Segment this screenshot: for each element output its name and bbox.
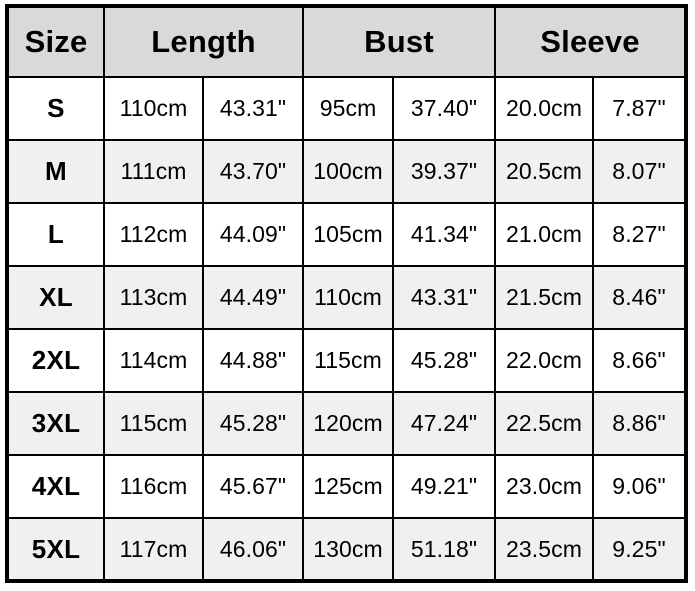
cell-bust-in: 37.40" [392,76,497,141]
cell-length-in: 46.06" [201,517,305,582]
cell-sleeve-cm: 23.0cm [494,454,595,519]
cell-length-in: 44.49" [201,265,305,330]
header-row: Size Length Bust Sleeve [6,5,688,78]
cell-bust-in: 39.37" [392,139,497,204]
cell-sleeve-in: 8.46" [592,265,688,330]
cell-length-cm: 115cm [103,391,204,456]
cell-length-cm: 112cm [103,202,204,267]
cell-length-cm: 111cm [103,139,204,204]
table-row: L 112cm 44.09" 105cm 41.34" 21.0cm 8.27" [6,202,688,267]
cell-sleeve-in: 9.25" [592,517,688,582]
header-length: Length [102,5,305,78]
cell-length-in: 43.70" [201,139,305,204]
cell-sleeve-cm: 22.5cm [494,391,595,456]
cell-bust-cm: 105cm [302,202,395,267]
cell-sleeve-in: 8.07" [592,139,688,204]
cell-sleeve-cm: 21.5cm [494,265,595,330]
cell-length-cm: 117cm [103,517,204,582]
cell-sleeve-cm: 22.0cm [494,328,595,393]
cell-bust-in: 41.34" [392,202,497,267]
table-row: 3XL 115cm 45.28" 120cm 47.24" 22.5cm 8.8… [6,391,688,456]
cell-sleeve-in: 8.27" [592,202,688,267]
header-size: Size [6,5,105,78]
header-sleeve: Sleeve [494,5,688,78]
cell-size: S [6,76,105,141]
cell-length-in: 44.09" [201,202,305,267]
cell-size: 5XL [6,517,105,582]
cell-bust-in: 47.24" [392,391,497,456]
cell-sleeve-in: 8.86" [592,391,688,456]
cell-bust-in: 45.28" [392,328,497,393]
cell-bust-cm: 95cm [302,76,395,141]
table-row: XL 113cm 44.49" 110cm 43.31" 21.5cm 8.46… [6,265,688,330]
table-body: S 110cm 43.31" 95cm 37.40" 20.0cm 7.87" … [6,76,688,582]
cell-size: 4XL [6,454,105,519]
cell-size: XL [6,265,105,330]
cell-length-in: 45.28" [201,391,305,456]
cell-length-cm: 110cm [103,76,204,141]
cell-bust-cm: 125cm [302,454,395,519]
cell-length-cm: 116cm [103,454,204,519]
cell-sleeve-cm: 20.5cm [494,139,595,204]
table-row: M 111cm 43.70" 100cm 39.37" 20.5cm 8.07" [6,139,688,204]
cell-length-in: 45.67" [201,454,305,519]
cell-sleeve-cm: 21.0cm [494,202,595,267]
header-bust: Bust [302,5,497,78]
cell-size: L [6,202,105,267]
table-row: 5XL 117cm 46.06" 130cm 51.18" 23.5cm 9.2… [6,517,688,582]
cell-size: 3XL [6,391,105,456]
cell-sleeve-cm: 23.5cm [494,517,595,582]
table-row: 2XL 114cm 44.88" 115cm 45.28" 22.0cm 8.6… [6,328,688,393]
cell-bust-in: 51.18" [392,517,497,582]
cell-sleeve-in: 8.66" [592,328,688,393]
cell-bust-in: 43.31" [392,265,497,330]
cell-sleeve-in: 9.06" [592,454,688,519]
cell-size: 2XL [6,328,105,393]
cell-sleeve-cm: 20.0cm [494,76,595,141]
cell-bust-cm: 130cm [302,517,395,582]
cell-length-cm: 114cm [103,328,204,393]
cell-length-in: 43.31" [201,76,305,141]
cell-length-cm: 113cm [103,265,204,330]
cell-bust-cm: 120cm [302,391,395,456]
table-header: Size Length Bust Sleeve [6,5,688,78]
table-row: S 110cm 43.31" 95cm 37.40" 20.0cm 7.87" [6,76,688,141]
cell-bust-in: 49.21" [392,454,497,519]
size-chart-table: Size Length Bust Sleeve S 110cm 43.31" 9… [5,4,689,583]
cell-length-in: 44.88" [201,328,305,393]
cell-bust-cm: 110cm [302,265,395,330]
table-row: 4XL 116cm 45.67" 125cm 49.21" 23.0cm 9.0… [6,454,688,519]
cell-bust-cm: 115cm [302,328,395,393]
cell-bust-cm: 100cm [302,139,395,204]
cell-size: M [6,139,105,204]
cell-sleeve-in: 7.87" [592,76,688,141]
